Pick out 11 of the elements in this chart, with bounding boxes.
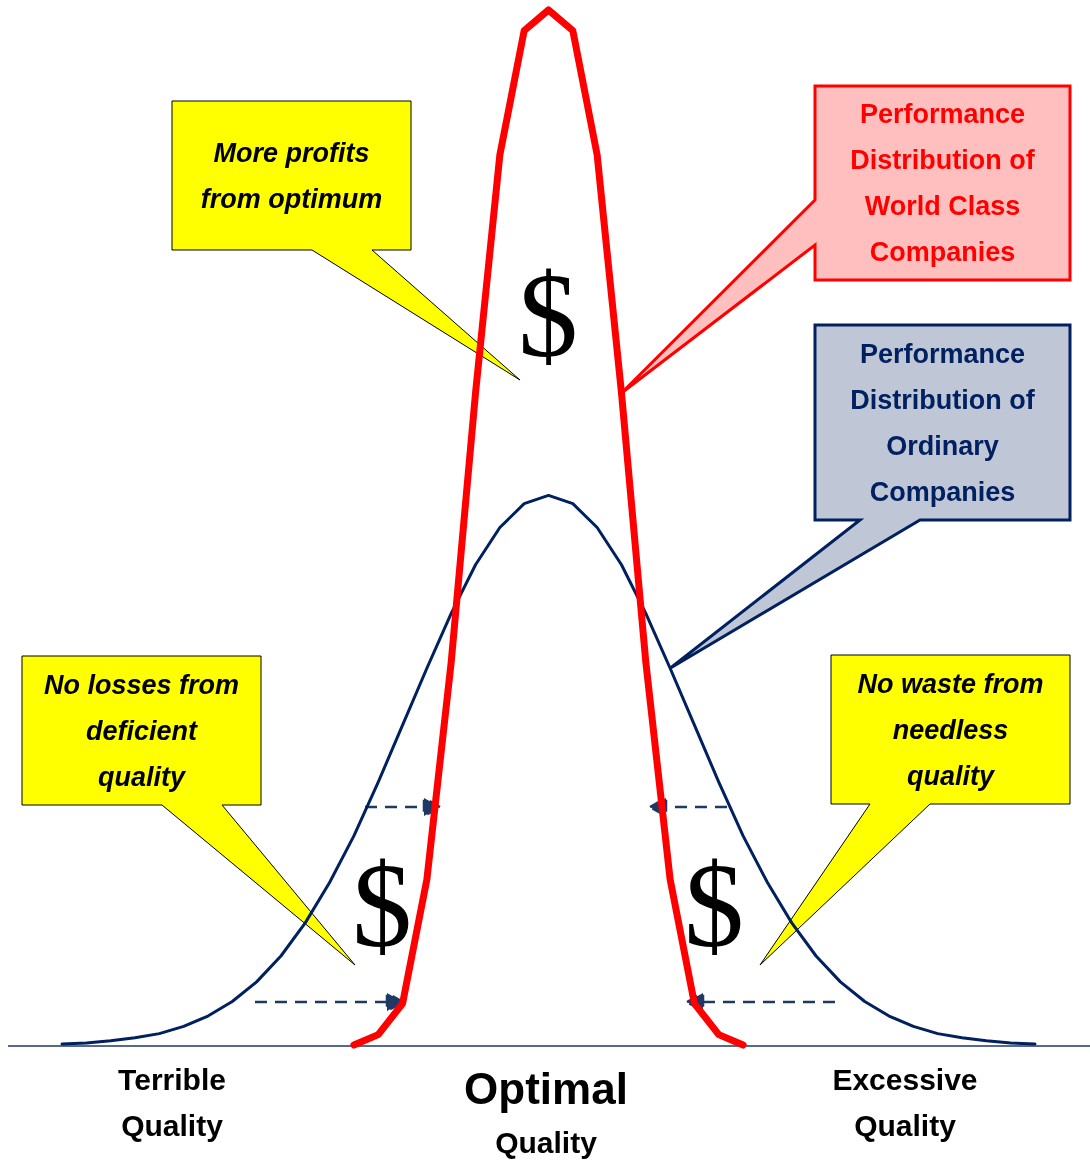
annotation: No waste from needless quality xyxy=(857,668,1044,791)
annotation: $ xyxy=(352,838,412,972)
annotation: $ xyxy=(684,838,744,972)
text: Performance Distribution of World Class Companies xyxy=(850,99,1036,267)
text: Excessive Quality xyxy=(832,1063,978,1142)
annotation: $ xyxy=(518,248,578,382)
text: Terrible Quality xyxy=(118,1063,226,1142)
annotation: More profits from optimum xyxy=(200,137,383,214)
text: Performance Distribution of Ordinary Companies xyxy=(850,338,1036,507)
text: Optimal Quality xyxy=(464,1064,628,1159)
annotation: No losses from deficient quality xyxy=(43,669,240,792)
